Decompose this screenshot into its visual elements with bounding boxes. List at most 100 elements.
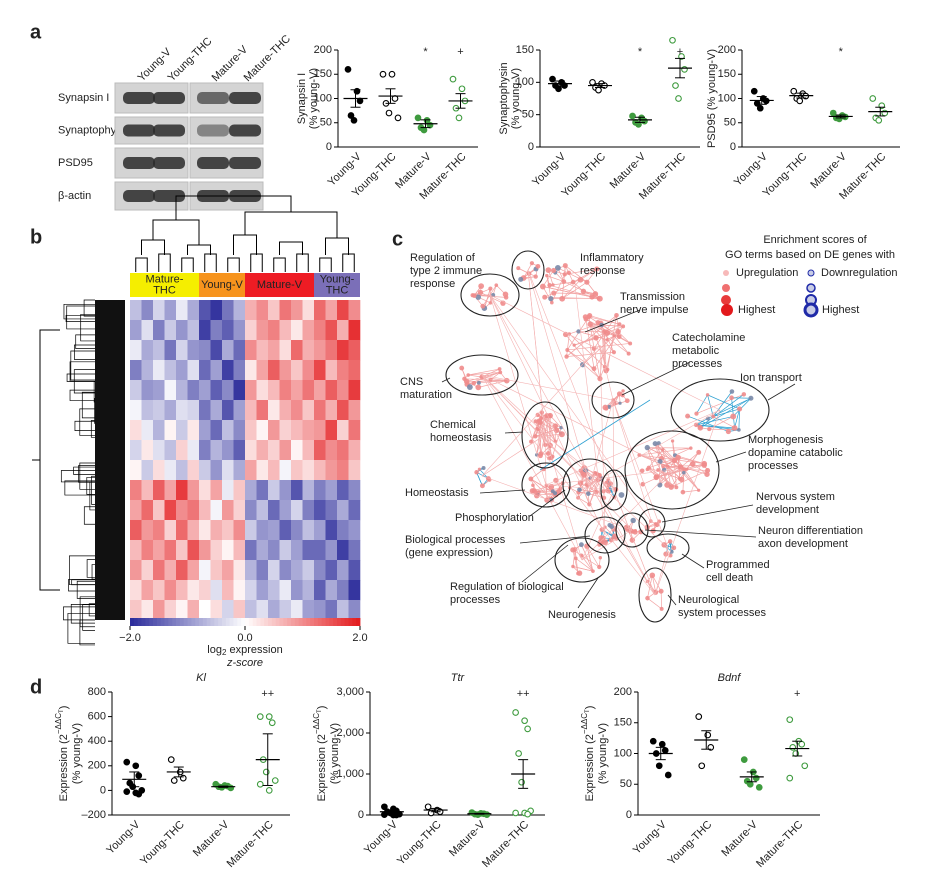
colorbar-step <box>160 618 165 626</box>
blot-band <box>197 92 229 104</box>
colorbar-step <box>202 618 208 626</box>
heatmap-cell <box>325 480 338 501</box>
heatmap-cell <box>153 500 165 521</box>
network-node <box>561 279 567 284</box>
heatmap-cell <box>245 460 257 481</box>
heatmap-cell <box>141 300 154 321</box>
network-node <box>562 331 569 338</box>
heatmap-cell <box>302 500 315 521</box>
network-node <box>621 324 626 329</box>
heatmap-cell <box>245 340 257 361</box>
network-edge <box>738 408 740 430</box>
heatmap-cell <box>176 600 188 621</box>
heatmap-cell <box>337 460 349 481</box>
colorbar-step <box>287 618 292 626</box>
heatmap-cell <box>245 600 257 621</box>
network-node <box>657 459 663 465</box>
colorbar-step <box>256 618 261 626</box>
colorbar-step <box>214 618 219 626</box>
network-edge <box>682 489 699 493</box>
colorbar-step <box>164 618 169 626</box>
y-tick-label: 50 <box>320 117 332 129</box>
network-node <box>502 291 509 298</box>
heatmap-cell <box>337 340 349 361</box>
y-tick-label: 100 <box>314 92 332 104</box>
heatmap-cell <box>199 500 211 521</box>
heatmap-cell <box>164 520 177 541</box>
network-node <box>689 461 696 467</box>
network-edge <box>731 397 735 429</box>
colorbar-step <box>172 618 177 626</box>
network-edge <box>468 368 500 376</box>
heatmap-cell <box>302 400 315 421</box>
network-node <box>550 300 554 305</box>
heatmap-cell <box>314 420 326 441</box>
network-node <box>552 423 559 429</box>
network-edge <box>589 315 620 325</box>
heatmap-cell <box>141 380 154 401</box>
network-node <box>612 334 616 338</box>
network-node <box>488 286 493 291</box>
y-tick-label: 0 <box>358 809 364 821</box>
heatmap-cell <box>199 340 211 361</box>
heatmap-cell <box>187 580 200 601</box>
leader-line <box>667 594 677 606</box>
heatmap-cell <box>199 320 211 341</box>
network-edge <box>696 394 708 414</box>
network-edge <box>481 374 669 549</box>
heatmap-cell <box>233 480 246 501</box>
blot-band <box>229 92 261 104</box>
heatmap-cell <box>222 340 234 361</box>
dendrogram <box>70 350 95 381</box>
network-node <box>481 465 486 470</box>
blot-band <box>123 157 155 169</box>
leader-line <box>644 529 757 538</box>
blot-band <box>229 157 261 169</box>
legend-swatch <box>723 270 729 276</box>
network-node <box>584 279 590 285</box>
cluster-outline <box>521 462 571 508</box>
data-point <box>388 70 396 78</box>
heatmap-cell <box>302 480 315 501</box>
data-point <box>265 787 273 794</box>
network-edge <box>707 397 752 419</box>
network-edge <box>489 294 656 596</box>
network-node <box>670 439 675 443</box>
heatmap-cell <box>199 580 211 601</box>
y-tick-label: 100 <box>614 747 632 759</box>
heatmap-cell <box>302 300 315 321</box>
y-tick-label: 150 <box>718 68 736 80</box>
data-point <box>869 95 877 102</box>
network-edge <box>527 269 546 436</box>
data-point <box>790 87 798 95</box>
data-point <box>268 719 276 727</box>
heatmap-cell <box>222 360 234 381</box>
dendrogram <box>83 299 95 317</box>
panel-letter: d <box>30 676 42 698</box>
group-label: THC <box>153 284 176 296</box>
heatmap-cell <box>187 340 200 361</box>
dendrogram <box>227 257 240 272</box>
dendrogram <box>88 603 95 617</box>
label-part: expression <box>226 644 282 656</box>
network-edge <box>542 270 554 287</box>
network-edge <box>489 294 606 536</box>
heatmap-cell <box>348 480 361 501</box>
data-point <box>227 784 235 792</box>
heatmap-cell <box>187 500 200 521</box>
network-node <box>629 537 636 543</box>
y-tick-label: 400 <box>88 735 106 747</box>
network-label: Transmission <box>620 291 685 303</box>
data-point <box>381 811 388 818</box>
y-axis-label: (% young-V) <box>308 68 320 129</box>
heatmap-cell <box>141 420 154 441</box>
heatmap-cell <box>164 600 177 621</box>
data-point <box>256 780 264 788</box>
blot-band <box>123 190 155 202</box>
data-point <box>801 762 809 770</box>
y-axis-label: (% young-V) <box>597 723 609 784</box>
heatmap-cell <box>210 360 223 381</box>
colorbar-step <box>176 618 181 626</box>
heatmap-cell <box>245 400 257 421</box>
